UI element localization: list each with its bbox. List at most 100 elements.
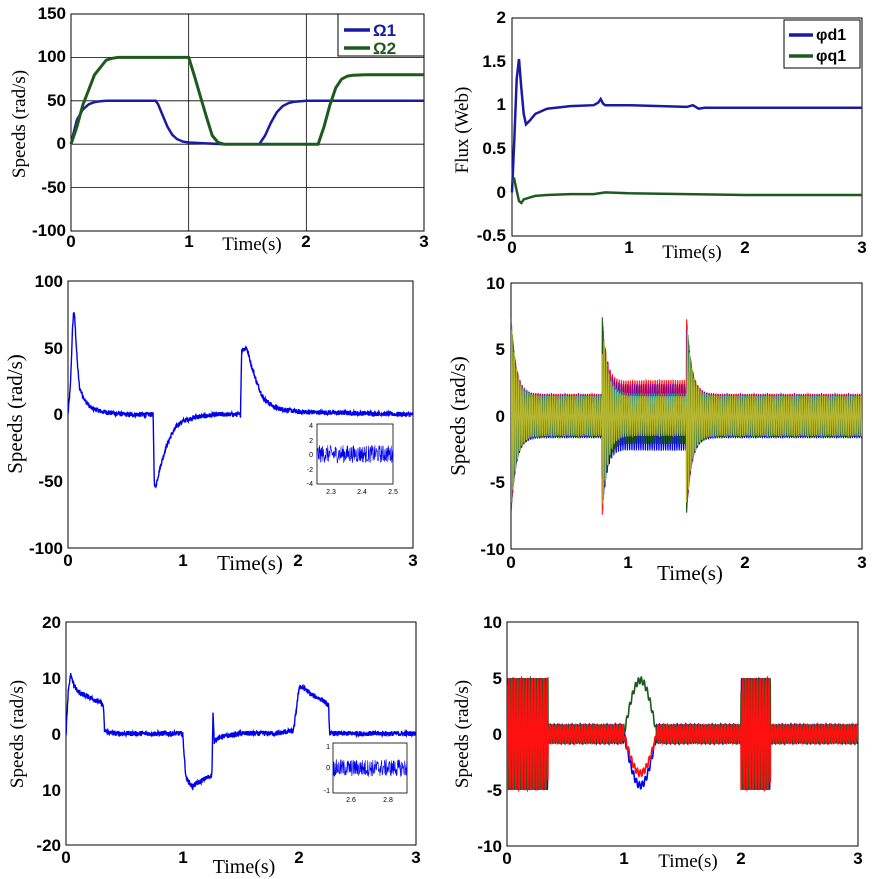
y-tick-label: -50 [41,178,66,197]
series-line-omega1 [69,99,424,146]
inset-y-tick-label: -1 [324,788,330,795]
y-axis-label: Speeds (rad/s) [446,356,470,476]
y-tick-label: 5 [493,669,502,688]
y-tick-label: 2 [497,8,506,27]
series-line-speed-error [68,312,413,489]
series-line-phi-q1 [511,176,862,205]
x-tick-label: 0 [61,848,70,867]
x-tick-label: 0 [66,232,75,251]
y-axis-label: Flux (Web) [452,87,473,174]
y-tick-labels: -10 -5 0 5 10 [477,613,502,856]
y-tick-label: -20 [36,836,61,855]
series-layer [507,675,858,793]
legend-label-phi-d1: φd1 [816,27,846,44]
y-tick-label: 150 [38,4,66,23]
x-tick-label: 1 [178,848,187,867]
y-tick-label: 10 [483,613,502,632]
inset-y-tick-label: 4 [309,423,313,430]
inset-y-tick-label: 2 [309,438,313,445]
inset-zoom: 4 2 0 -2 -4 2.3 2.4 2.5 [307,423,398,496]
x-tick-labels: 0 1 2 3 [506,553,866,572]
chart-flux: -0.5 0 0.5 1 1.5 2 0 1 2 3 Time(s) Flux … [452,8,867,263]
series-layer [68,312,413,489]
y-tick-label: -5 [490,473,505,492]
x-axis-label: Time(s) [662,242,721,263]
inset-x-tick-label: 2.8 [383,797,393,804]
x-tick-label: 2 [736,849,745,868]
y-tick-labels: -10 -5 0 5 10 [480,274,505,559]
x-tick-label: 3 [857,553,866,572]
series-layer [510,58,862,205]
inset-series-layer [316,445,394,464]
x-tick-label: 0 [507,238,516,257]
inset-y-tick-label: 0 [309,452,313,459]
inset-x-tick-label: 2.6 [346,797,356,804]
x-tick-label: 3 [857,238,866,257]
series-line-phase-1 [507,675,858,791]
chart-rotor-speed-references: -100 -50 0 50 100 150 0 1 2 3 Time(s) Sp… [9,4,429,255]
y-tick-label: 1 [497,95,506,114]
inset-zoom: 1 0 -1 2.6 2.8 [324,742,408,804]
legend-label-omega2: Ω2 [373,39,396,58]
legend: Ω1 Ω2 [337,13,425,58]
y-tick-label: 5 [496,340,505,359]
y-tick-label: -100 [29,539,63,558]
y-tick-label: -0.5 [477,226,506,245]
y-tick-labels: -100 -50 0 50 100 [29,272,63,558]
x-tick-label: 3 [411,848,420,867]
series-line-phi-d1 [510,58,862,193]
y-tick-label: 0 [57,134,66,153]
x-tick-label: 2 [301,232,310,251]
y-tick-label: 20 [42,613,61,632]
y-axis-label: Speeds (rad/s) [9,70,30,178]
inset-x-tick-label: 2.4 [357,489,367,496]
y-tick-label: 0.5 [482,139,506,158]
y-tick-labels: -100 -50 0 50 100 150 [32,4,66,240]
series-layer [511,317,862,515]
y-tick-label: -50 [38,472,63,491]
y-tick-label: -10 [480,540,505,559]
series-line-phase-5 [511,329,862,505]
x-tick-label: 2 [294,848,303,867]
inset-x-tick-label: 2.5 [388,489,398,496]
x-axis-label: Time(s) [657,561,723,585]
y-tick-labels: -20 10 0 10 20 [36,613,61,855]
y-tick-label: 0 [496,407,505,426]
x-tick-label: 0 [506,553,515,572]
series-layer [66,673,416,791]
x-tick-label: 1 [624,238,633,257]
x-tick-label: 1 [619,849,628,868]
x-tick-label: 0 [502,849,511,868]
legend-label-phi-q1: φq1 [816,48,846,65]
chart-three-phase-oscillation: -10 -5 0 5 10 0 1 2 3 Time(s) Speeds (ra… [452,613,863,872]
y-tick-label: 0 [54,405,63,424]
x-tick-label: 2 [293,551,302,570]
series-line-omega2 [69,55,424,146]
x-tick-label: 3 [408,551,417,570]
legend-box [337,13,425,57]
series-line-phase-2 [507,677,858,793]
y-tick-label: -10 [477,837,502,856]
inset-series-line [316,445,394,464]
y-tick-label: 10 [486,274,505,293]
y-tick-label: -5 [487,781,502,800]
inset-x-tick-label: 2.3 [326,489,336,496]
chart-speed-deviation: -20 10 0 10 20 0 1 2 3 Time(s) Speeds (r… [7,613,421,878]
x-tick-labels: 0 1 2 3 [61,848,420,867]
inset-y-tick-label: 1 [326,744,330,751]
x-tick-label: 0 [63,551,72,570]
x-axis-label: Time(s) [222,234,281,255]
x-tick-label: 2 [740,553,749,572]
inset-y-tick-label: 0 [326,765,330,772]
y-tick-label: 10 [42,781,61,800]
y-axis-label: Speeds (rad/s) [3,354,27,474]
x-tick-label: 1 [184,232,193,251]
y-tick-labels: -0.5 0 0.5 1 1.5 2 [477,8,506,245]
x-tick-label: 3 [419,232,428,251]
y-tick-label: 50 [47,91,66,110]
y-tick-label: 10 [42,669,61,688]
series-layer [69,55,424,146]
legend-box [783,19,861,69]
inset-series-layer [332,759,408,777]
